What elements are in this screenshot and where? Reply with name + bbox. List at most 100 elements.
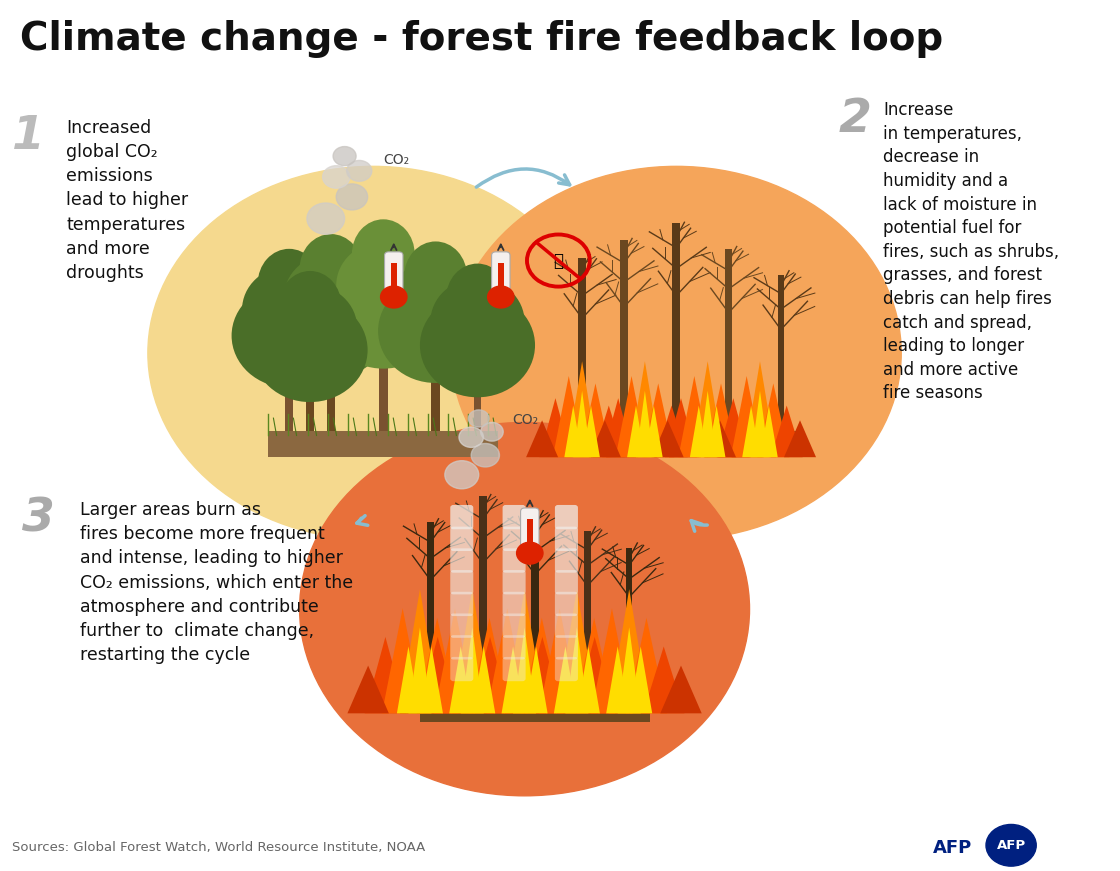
FancyBboxPatch shape xyxy=(503,571,525,594)
Polygon shape xyxy=(566,627,588,713)
Polygon shape xyxy=(606,421,638,457)
FancyBboxPatch shape xyxy=(427,523,435,687)
Polygon shape xyxy=(396,646,420,713)
Polygon shape xyxy=(539,608,580,713)
Ellipse shape xyxy=(232,284,347,388)
Ellipse shape xyxy=(379,279,493,383)
FancyBboxPatch shape xyxy=(497,263,504,292)
Ellipse shape xyxy=(242,267,336,353)
Text: 2: 2 xyxy=(839,97,871,142)
Polygon shape xyxy=(642,383,674,457)
Polygon shape xyxy=(557,665,598,713)
Polygon shape xyxy=(365,637,407,713)
Polygon shape xyxy=(608,589,650,713)
Circle shape xyxy=(472,443,500,467)
Polygon shape xyxy=(717,398,749,457)
Polygon shape xyxy=(573,637,615,713)
Text: AFP: AFP xyxy=(933,839,972,857)
Ellipse shape xyxy=(352,219,414,289)
Circle shape xyxy=(487,286,514,308)
Polygon shape xyxy=(731,421,764,457)
FancyBboxPatch shape xyxy=(450,505,474,530)
FancyBboxPatch shape xyxy=(521,508,539,551)
Circle shape xyxy=(333,146,356,165)
FancyBboxPatch shape xyxy=(503,635,525,659)
Circle shape xyxy=(307,203,345,234)
Polygon shape xyxy=(553,376,585,457)
Polygon shape xyxy=(665,398,697,457)
FancyBboxPatch shape xyxy=(554,505,578,530)
Polygon shape xyxy=(539,646,580,713)
Polygon shape xyxy=(420,696,650,722)
FancyBboxPatch shape xyxy=(503,505,525,530)
Polygon shape xyxy=(582,406,600,457)
Polygon shape xyxy=(469,637,511,713)
Ellipse shape xyxy=(326,265,441,368)
Polygon shape xyxy=(526,421,558,457)
Polygon shape xyxy=(692,361,724,457)
Polygon shape xyxy=(571,431,802,457)
FancyBboxPatch shape xyxy=(554,591,578,616)
Polygon shape xyxy=(606,646,629,713)
FancyBboxPatch shape xyxy=(478,496,487,687)
Text: Climate change - forest fire feedback loop: Climate change - forest fire feedback lo… xyxy=(20,21,943,58)
Polygon shape xyxy=(690,406,708,457)
Circle shape xyxy=(445,461,478,489)
Polygon shape xyxy=(504,589,545,713)
Polygon shape xyxy=(784,421,816,457)
Polygon shape xyxy=(636,391,654,457)
FancyBboxPatch shape xyxy=(391,263,396,292)
Polygon shape xyxy=(522,637,563,713)
Polygon shape xyxy=(417,637,458,713)
FancyBboxPatch shape xyxy=(450,657,474,681)
Circle shape xyxy=(381,286,407,308)
FancyBboxPatch shape xyxy=(450,549,474,572)
Text: 💧: 💧 xyxy=(553,252,563,269)
FancyBboxPatch shape xyxy=(450,635,474,659)
FancyBboxPatch shape xyxy=(503,527,525,551)
Polygon shape xyxy=(708,406,726,457)
FancyBboxPatch shape xyxy=(554,549,578,572)
Ellipse shape xyxy=(336,242,430,328)
Polygon shape xyxy=(744,361,776,457)
Text: Increased
global CO₂
emissions
lead to higher
temperatures
and more
droughts: Increased global CO₂ emissions lead to h… xyxy=(66,118,188,282)
Polygon shape xyxy=(469,618,511,713)
Polygon shape xyxy=(645,406,663,457)
Polygon shape xyxy=(704,383,737,457)
Polygon shape xyxy=(760,406,777,457)
Polygon shape xyxy=(409,627,431,713)
Polygon shape xyxy=(268,431,498,457)
Polygon shape xyxy=(661,665,702,713)
Ellipse shape xyxy=(420,294,535,397)
Text: Increase
in temperatures,
decrease in
humidity and a
lack of moisture in
potenti: Increase in temperatures, decrease in hu… xyxy=(884,101,1060,402)
Polygon shape xyxy=(435,608,476,713)
Polygon shape xyxy=(556,665,597,713)
Circle shape xyxy=(336,184,367,210)
Polygon shape xyxy=(502,646,524,713)
FancyBboxPatch shape xyxy=(384,252,403,295)
FancyBboxPatch shape xyxy=(327,335,335,431)
FancyBboxPatch shape xyxy=(450,571,474,594)
FancyBboxPatch shape xyxy=(554,527,578,551)
Polygon shape xyxy=(652,421,683,457)
FancyBboxPatch shape xyxy=(450,613,474,638)
Polygon shape xyxy=(669,421,701,457)
Polygon shape xyxy=(573,391,591,457)
Polygon shape xyxy=(590,646,632,713)
Circle shape xyxy=(299,422,749,796)
FancyBboxPatch shape xyxy=(531,514,539,687)
Circle shape xyxy=(468,410,489,427)
Ellipse shape xyxy=(252,298,367,402)
FancyBboxPatch shape xyxy=(379,327,388,431)
Ellipse shape xyxy=(273,274,389,378)
Ellipse shape xyxy=(430,279,524,365)
Polygon shape xyxy=(540,398,571,457)
Polygon shape xyxy=(564,406,582,457)
Polygon shape xyxy=(486,608,528,713)
Polygon shape xyxy=(400,665,441,713)
Polygon shape xyxy=(771,406,803,457)
Polygon shape xyxy=(608,665,650,713)
Circle shape xyxy=(347,160,372,181)
Polygon shape xyxy=(557,589,598,713)
Polygon shape xyxy=(573,618,615,713)
